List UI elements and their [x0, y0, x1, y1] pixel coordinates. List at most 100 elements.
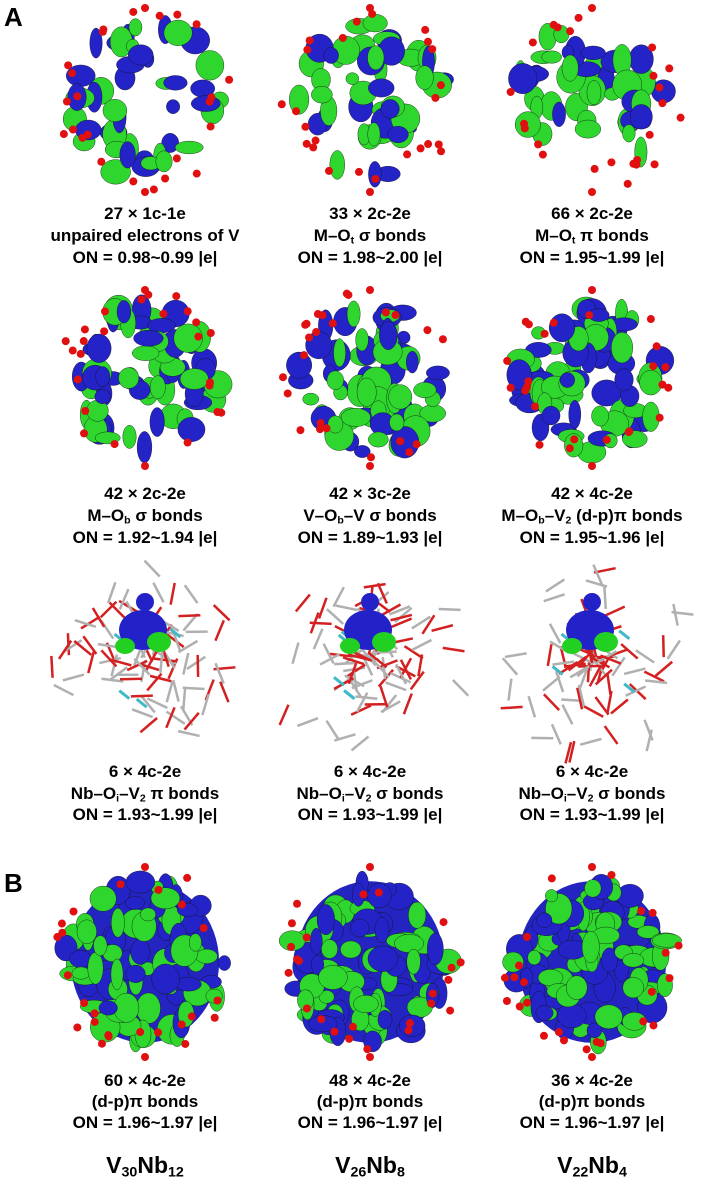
orbital-lobe — [406, 351, 419, 374]
atom — [192, 169, 201, 178]
orbital-lobe — [562, 638, 582, 654]
atom — [154, 885, 163, 894]
bond — [333, 733, 356, 742]
orbital-lobe — [566, 975, 588, 1000]
atom — [403, 150, 412, 159]
text-run: V–O — [303, 506, 338, 525]
atom — [213, 407, 222, 416]
atom — [574, 13, 583, 22]
atom — [534, 140, 543, 149]
bond — [390, 617, 413, 629]
bond — [579, 664, 602, 668]
orbital-lobe — [426, 365, 450, 381]
atom — [438, 335, 447, 344]
orbital-lobe — [132, 345, 160, 361]
atom — [81, 407, 90, 416]
atom — [549, 318, 558, 327]
atom — [301, 122, 310, 131]
orbital-lobe — [179, 368, 209, 390]
bond — [278, 704, 290, 726]
atom — [396, 437, 405, 446]
atom — [316, 419, 325, 428]
bond — [552, 660, 575, 666]
atom — [305, 36, 314, 45]
orbital-lobe — [136, 992, 161, 1024]
bond — [403, 645, 424, 660]
orbital-lobe — [311, 86, 333, 104]
atom — [183, 438, 192, 447]
bond — [80, 615, 101, 630]
atom — [141, 286, 149, 294]
bond — [214, 662, 225, 685]
text-run: Nb–O — [518, 784, 564, 803]
atom — [502, 996, 511, 1005]
bond — [82, 635, 98, 655]
atom — [431, 93, 440, 102]
text-run: (d-p)π bonds — [316, 1092, 424, 1111]
atom — [300, 351, 309, 360]
bond — [586, 660, 591, 683]
bond — [152, 582, 165, 603]
text-run: ON = 1.93~1.99 |e| — [519, 805, 665, 824]
caption-line: ON = 1.96~1.97 |e| — [25, 1113, 265, 1133]
orbital-lobe — [191, 95, 221, 112]
atom — [665, 64, 674, 73]
atom — [500, 973, 509, 982]
atom — [322, 424, 331, 433]
bond — [153, 657, 176, 663]
orbital-lobe — [541, 50, 562, 64]
atom — [647, 987, 656, 996]
subscript: t — [350, 234, 355, 247]
orbital-lobe — [149, 375, 166, 400]
orbital-lobe — [136, 431, 153, 464]
caption-line: ON = 1.93~1.99 |e| — [472, 805, 708, 825]
bond — [623, 682, 636, 694]
subscript: b — [337, 514, 344, 527]
atom — [277, 100, 286, 109]
atom — [652, 342, 661, 351]
orbital-lobe — [388, 384, 413, 410]
atom — [538, 150, 547, 159]
atom — [90, 1017, 99, 1026]
atom — [213, 996, 222, 1005]
bond — [325, 719, 340, 740]
bond — [644, 679, 668, 685]
atom — [293, 899, 302, 908]
atom — [183, 873, 192, 882]
orbital-lobe — [94, 389, 111, 404]
atom — [206, 122, 215, 131]
bond — [178, 613, 201, 618]
atom — [658, 380, 667, 389]
atom — [90, 1009, 99, 1018]
text-run: M–O — [535, 226, 572, 245]
caption-line: ON = 1.93~1.99 |e| — [25, 805, 265, 825]
bond — [625, 685, 647, 697]
orbital-lobe — [321, 939, 338, 959]
bond — [672, 603, 679, 626]
atom — [655, 413, 664, 422]
atom — [423, 326, 432, 335]
formula: V30Nb12 — [25, 1152, 265, 1180]
bond — [335, 604, 358, 612]
bond — [219, 681, 230, 703]
atom — [348, 1022, 357, 1031]
orbital-lobe — [614, 368, 634, 391]
orbital-lobe — [394, 934, 424, 953]
atom — [566, 27, 575, 36]
atom — [428, 989, 437, 998]
text-run: M–O — [313, 226, 351, 245]
bond — [583, 705, 604, 718]
orbital-lobe — [115, 638, 135, 654]
atom — [313, 310, 322, 319]
bond — [643, 719, 654, 741]
bond — [201, 693, 210, 716]
atom — [649, 1021, 658, 1030]
atom — [650, 160, 659, 169]
bond — [546, 644, 553, 667]
bond — [146, 697, 168, 710]
atom — [154, 1028, 163, 1037]
orbital-lobe — [574, 119, 601, 139]
bond — [501, 657, 519, 676]
orbital-lobe — [355, 328, 369, 352]
bond — [500, 705, 523, 710]
